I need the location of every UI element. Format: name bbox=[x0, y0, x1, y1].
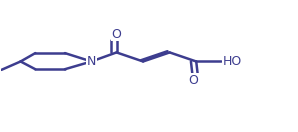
Text: N: N bbox=[87, 55, 96, 68]
Text: HO: HO bbox=[223, 55, 242, 68]
Text: O: O bbox=[188, 74, 198, 87]
Text: O: O bbox=[111, 28, 122, 41]
